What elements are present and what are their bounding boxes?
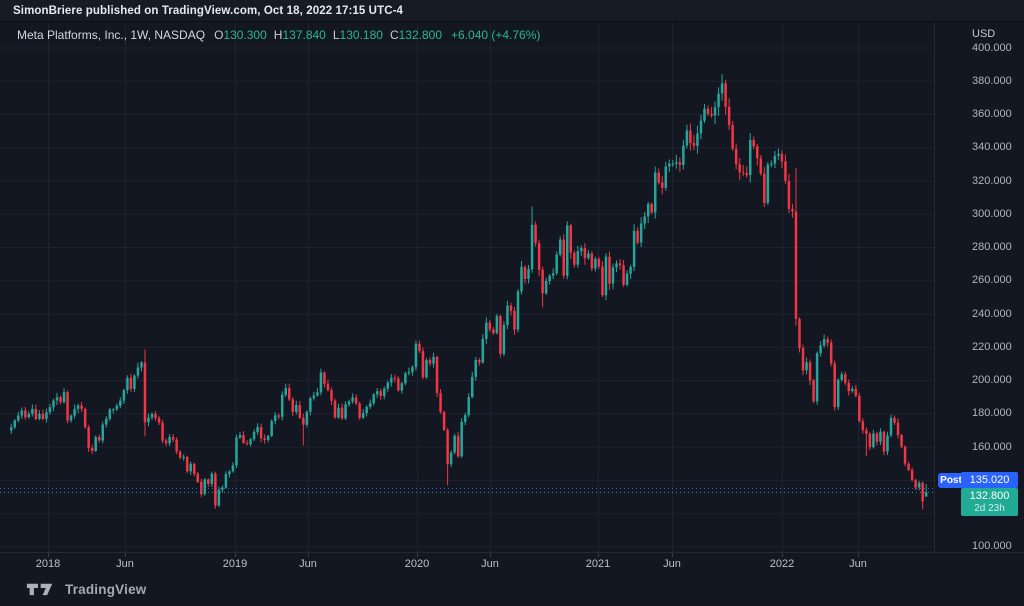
tradingview-wordmark: TradingView bbox=[65, 582, 147, 597]
tradingview-logo-icon bbox=[26, 583, 53, 596]
ohlc-low: L130.180 bbox=[332, 28, 383, 42]
price-axis-label: 340.000 bbox=[972, 141, 1012, 154]
price-axis-label: 180.000 bbox=[972, 407, 1012, 420]
price-axis-label: 320.000 bbox=[972, 174, 1012, 187]
time-axis-tick bbox=[235, 553, 236, 557]
grid-lines bbox=[0, 22, 934, 552]
post-market-label: Post bbox=[938, 473, 964, 488]
price-axis-label: 300.000 bbox=[972, 207, 1012, 220]
price-axis-label: 360.000 bbox=[972, 108, 1012, 121]
time-axis-label: Jun bbox=[299, 558, 317, 570]
footer-bar: TradingView bbox=[0, 575, 1024, 606]
time-axis-label: 2021 bbox=[585, 558, 611, 570]
price-axis-label: 220.000 bbox=[972, 340, 1012, 353]
time-axis-label: 2022 bbox=[769, 558, 795, 570]
change-value: +6.040 (+4.76%) bbox=[451, 28, 541, 42]
time-axis-tick bbox=[858, 553, 859, 557]
time-axis-tick bbox=[672, 553, 673, 557]
tradingview-link[interactable]: TradingView bbox=[26, 582, 146, 597]
time-axis-label: Jun bbox=[849, 558, 867, 570]
bar-countdown: 2d 23h bbox=[974, 502, 1005, 514]
time-axis-label: Jun bbox=[481, 558, 499, 570]
price-axis-label: 100.000 bbox=[972, 540, 1012, 553]
price-axis-label: 200.000 bbox=[972, 374, 1012, 387]
price-axis-label: 240.000 bbox=[972, 307, 1012, 320]
last-price-value: 132.800 bbox=[969, 489, 1010, 502]
price-axis-label: 160.000 bbox=[972, 440, 1012, 453]
publication-bar: SimonBriere published on TradingView.com… bbox=[0, 0, 1024, 22]
chart-widget: Meta Platforms, Inc., 1W, NASDAQ O130.300… bbox=[0, 22, 1024, 575]
chart-pane[interactable] bbox=[0, 22, 934, 552]
ohlc-open: O130.300 bbox=[214, 28, 267, 42]
time-axis-tick bbox=[490, 553, 491, 557]
time-axis-label: Jun bbox=[663, 558, 681, 570]
time-axis-tick bbox=[48, 553, 49, 557]
last-price-badge: 132.800 2d 23h bbox=[961, 488, 1018, 516]
time-axis-tick bbox=[598, 553, 599, 557]
currency-label: USD bbox=[972, 28, 996, 40]
candlestick-series bbox=[10, 74, 928, 510]
symbol-legend[interactable]: Meta Platforms, Inc., 1W, NASDAQ O130.300… bbox=[17, 28, 540, 42]
time-axis-tick bbox=[417, 553, 418, 557]
price-axis-label: 280.000 bbox=[972, 241, 1012, 254]
publication-text: SimonBriere published on TradingView.com… bbox=[13, 4, 404, 17]
time-axis-label: Jun bbox=[116, 558, 134, 570]
time-axis-tick bbox=[308, 553, 309, 557]
ohlc-close: C132.800 bbox=[389, 28, 442, 42]
time-axis[interactable]: 2018 Jun 2019 Jun 2020 Jun 2021 Jun 2022 Jun bbox=[0, 552, 1024, 575]
time-axis-tick bbox=[782, 553, 783, 557]
ohlc-high: H137.840 bbox=[273, 28, 326, 42]
symbol-title[interactable]: Meta Platforms, Inc., 1W, NASDAQ bbox=[17, 28, 206, 42]
post-price-badge: 135.020 bbox=[961, 472, 1018, 488]
time-axis-label: 2020 bbox=[404, 558, 430, 570]
price-axis-label: 260.000 bbox=[972, 274, 1012, 287]
time-axis-label: 2018 bbox=[35, 558, 61, 570]
price-axis-label: 400.000 bbox=[972, 41, 1012, 54]
time-axis-label: 2019 bbox=[222, 558, 248, 570]
price-axis-label: 380.000 bbox=[972, 74, 1012, 87]
price-axis[interactable]: USD Post 135.020 132.800 2d 23h 400.000 3… bbox=[934, 22, 1024, 552]
time-axis-tick bbox=[125, 553, 126, 557]
